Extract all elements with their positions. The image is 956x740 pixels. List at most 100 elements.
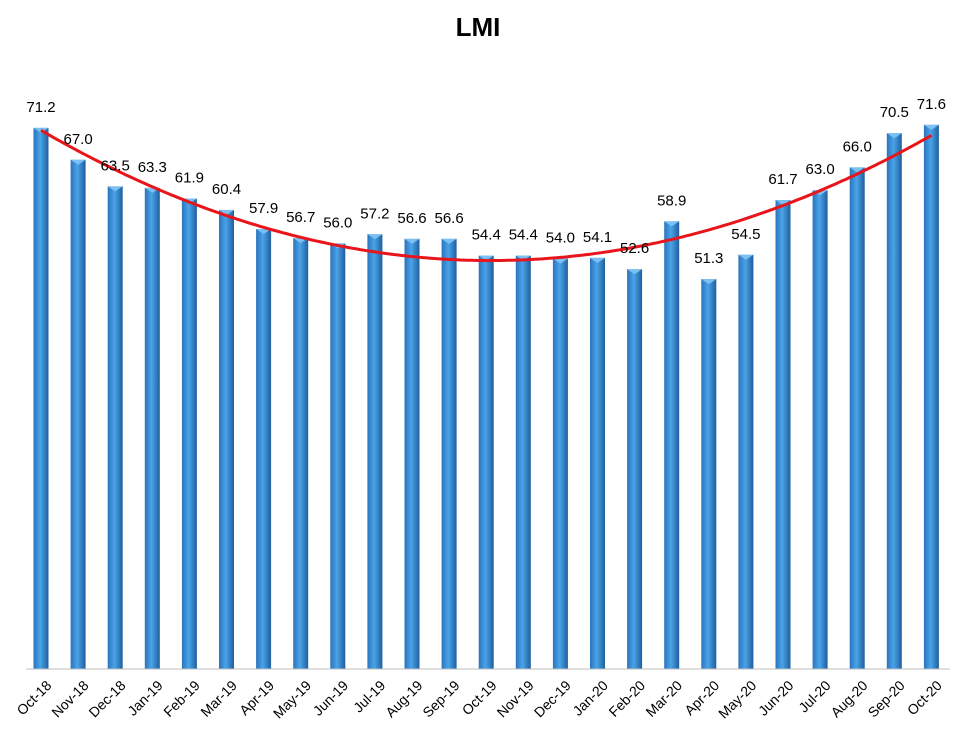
bar-jan-19 — [144, 187, 160, 670]
bar-body — [293, 238, 309, 669]
x-tick-label-oct-18: Oct-18 — [13, 677, 54, 718]
value-label-jan-19: 63.3 — [138, 159, 167, 176]
x-tick-label-nov-18: Nov-18 — [48, 677, 91, 720]
bar-cap — [590, 257, 605, 263]
bar-aug-20 — [849, 167, 865, 669]
value-label-jun-20: 61.7 — [768, 171, 797, 188]
bar-cap — [367, 234, 383, 240]
x-tick-label-feb-20: Feb-20 — [605, 677, 648, 720]
bar-oct-18 — [33, 127, 49, 669]
bar-body — [886, 133, 902, 669]
bar-cap — [849, 167, 865, 173]
bar-body — [330, 243, 346, 669]
value-label-nov-18: 67.0 — [63, 131, 92, 148]
bar-oct-19 — [478, 255, 494, 669]
bar-body — [144, 187, 160, 670]
x-tick-label-oct-20: Oct-20 — [904, 677, 945, 718]
value-label-aug-19: 56.6 — [397, 210, 426, 227]
x-tick-label-may-20: May-20 — [715, 677, 759, 721]
bar-cap — [404, 238, 420, 244]
bar-cap — [441, 238, 457, 244]
bar-sep-19 — [441, 238, 457, 669]
x-tick-label-sep-20: Sep-20 — [865, 677, 908, 720]
x-tick-label-aug-20: Aug-20 — [827, 677, 870, 720]
value-label-mar-20: 58.9 — [657, 192, 686, 209]
bar-cap — [775, 200, 791, 206]
bar-jul-19 — [367, 234, 383, 669]
value-label-jul-19: 57.2 — [360, 205, 389, 222]
bar-jun-19 — [330, 243, 346, 669]
bar-aug-19 — [404, 238, 420, 669]
bar-apr-20 — [701, 279, 717, 669]
bar-body — [367, 234, 383, 669]
x-tick-label-aug-19: Aug-19 — [382, 677, 425, 720]
value-label-apr-19: 57.9 — [249, 200, 278, 217]
bar-body — [701, 279, 717, 669]
bar-jan-20 — [590, 257, 605, 669]
bar-cap — [664, 221, 680, 227]
bars-group — [33, 124, 939, 670]
bar-may-20 — [738, 254, 754, 670]
x-tick-label-jun-19: Jun-19 — [310, 677, 352, 719]
bar-nov-19 — [515, 255, 531, 669]
value-label-aug-20: 66.0 — [843, 138, 872, 155]
value-label-mar-19: 60.4 — [212, 181, 241, 198]
bar-cap — [886, 133, 902, 139]
x-tick-label-jan-19: Jan-19 — [124, 677, 166, 719]
bar-dec-18 — [107, 186, 123, 669]
x-tick-label-feb-19: Feb-19 — [160, 677, 203, 720]
bar-body — [590, 257, 605, 669]
bar-jun-20 — [775, 200, 791, 669]
bar-body — [627, 269, 643, 669]
value-labels-group: 71.2 67.0 63.5 63.3 61.9 60.4 57.9 56.7 56.0 57.2… — [26, 96, 946, 267]
bar-cap — [552, 258, 568, 264]
value-label-oct-20: 71.6 — [917, 96, 946, 113]
bar-sep-20 — [886, 133, 902, 669]
value-label-sep-19: 56.6 — [434, 210, 463, 227]
trendline — [40, 128, 933, 263]
bar-dec-19 — [552, 258, 568, 669]
x-tick-label-sep-19: Sep-19 — [419, 677, 462, 720]
bar-may-19 — [293, 238, 309, 669]
x-tick-labels-group: Oct-18Nov-18Dec-18Jan-19Feb-19Mar-19Apr-… — [13, 677, 945, 721]
bar-body — [552, 258, 568, 669]
bar-body — [107, 186, 123, 669]
bar-mar-20 — [664, 221, 680, 670]
x-tick-label-oct-19: Oct-19 — [459, 677, 500, 718]
x-tick-label-jan-20: Jan-20 — [569, 677, 611, 719]
bar-cap — [701, 279, 717, 285]
bar-body — [478, 255, 494, 669]
bar-cap — [219, 209, 234, 215]
bar-cap — [256, 228, 272, 234]
chart-title: LMI — [455, 12, 501, 42]
value-label-jun-19: 56.0 — [323, 214, 352, 231]
bar-cap — [627, 269, 643, 275]
bar-body — [219, 209, 234, 669]
bar-nov-18 — [70, 159, 86, 670]
value-label-may-19: 56.7 — [286, 209, 315, 226]
bar-cap — [738, 254, 754, 260]
bar-body — [775, 200, 791, 669]
bar-feb-20 — [627, 269, 643, 669]
value-label-feb-20: 52.6 — [620, 240, 649, 257]
bar-oct-20 — [923, 124, 939, 670]
bar-body — [849, 167, 865, 669]
x-tick-label-dec-18: Dec-18 — [85, 677, 128, 720]
bar-body — [812, 190, 828, 669]
value-label-jul-20: 63.0 — [805, 161, 834, 178]
bar-body — [923, 124, 939, 670]
bar-feb-19 — [181, 198, 197, 669]
value-label-dec-18: 63.5 — [101, 157, 130, 174]
bar-body — [256, 228, 272, 669]
x-tick-label-mar-20: Mar-20 — [642, 677, 685, 720]
x-tick-label-nov-19: Nov-19 — [494, 677, 537, 720]
trendline-group — [40, 128, 933, 263]
bar-jul-20 — [812, 190, 828, 669]
value-label-nov-19: 54.4 — [509, 227, 538, 244]
bar-body — [33, 127, 49, 669]
value-label-oct-19: 54.4 — [472, 227, 501, 244]
bar-cap — [70, 159, 86, 165]
bar-cap — [923, 124, 939, 130]
value-label-feb-19: 61.9 — [175, 170, 204, 187]
